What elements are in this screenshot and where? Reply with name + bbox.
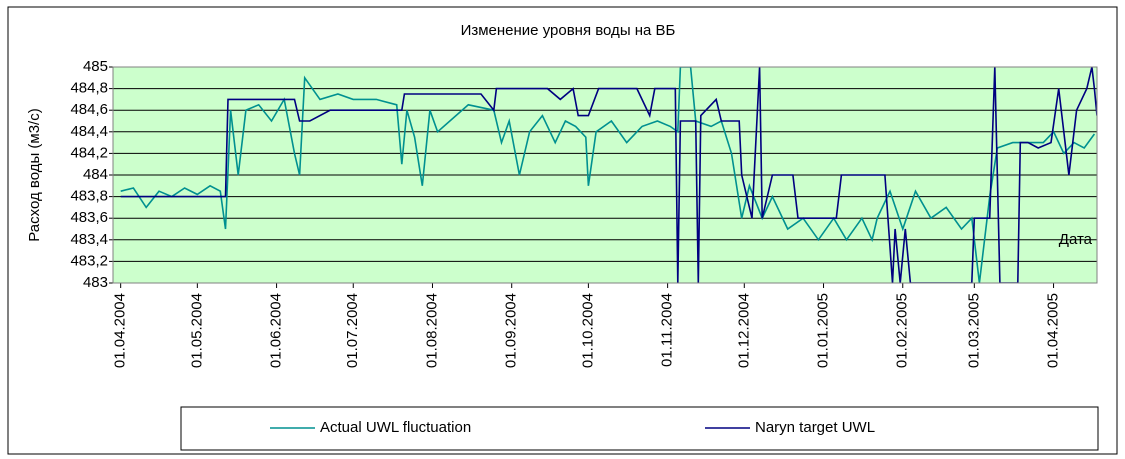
data-line [120,67,1096,283]
legend-label: Actual UWL fluctuation [320,419,471,436]
x-tick-label: 01.05.2004 [188,293,205,368]
x-tick-label: 01.01.2005 [814,293,831,368]
y-tick-label: 484,4 [70,123,108,140]
x-axis-label: Дата [1059,231,1093,248]
y-tick-label: 483 [83,274,108,291]
x-tick-label: 01.04.2004 [112,293,129,368]
y-tick-label: 484,2 [70,144,108,161]
y-axis-label: Расход воды (м3/с) [26,108,43,241]
x-tick-label: 01.10.2004 [579,293,596,368]
chart-title: Изменение уровня воды на ВБ [461,22,676,39]
x-tick-label: 01.11.2004 [659,293,676,367]
x-tick-label: 01.02.2005 [894,293,911,368]
y-tick-label: 483,8 [70,188,108,205]
x-tick-label: 01.08.2004 [423,293,440,368]
x-tick-label: 01.03.2005 [965,293,982,368]
x-tick-label: 01.12.2004 [735,293,752,368]
y-tick-label: 483,6 [70,209,108,226]
legend [180,406,1099,451]
x-tick-label: 01.07.2004 [344,293,361,368]
y-tick-label: 483,2 [70,252,108,269]
legend-label: Naryn target UWL [755,419,875,436]
y-tick-label: 484,6 [70,101,108,118]
data-line [120,67,1097,283]
x-tick-label: 01.06.2004 [268,293,285,368]
y-tick-label: 484 [83,166,108,183]
y-tick-label: 485 [83,58,108,75]
x-tick-label: 01.04.2005 [1045,293,1062,368]
y-tick-label: 483,4 [70,231,108,248]
y-tick-label: 484,8 [70,80,108,97]
x-tick-label: 01.09.2004 [503,293,520,368]
plot-border [112,66,1098,284]
